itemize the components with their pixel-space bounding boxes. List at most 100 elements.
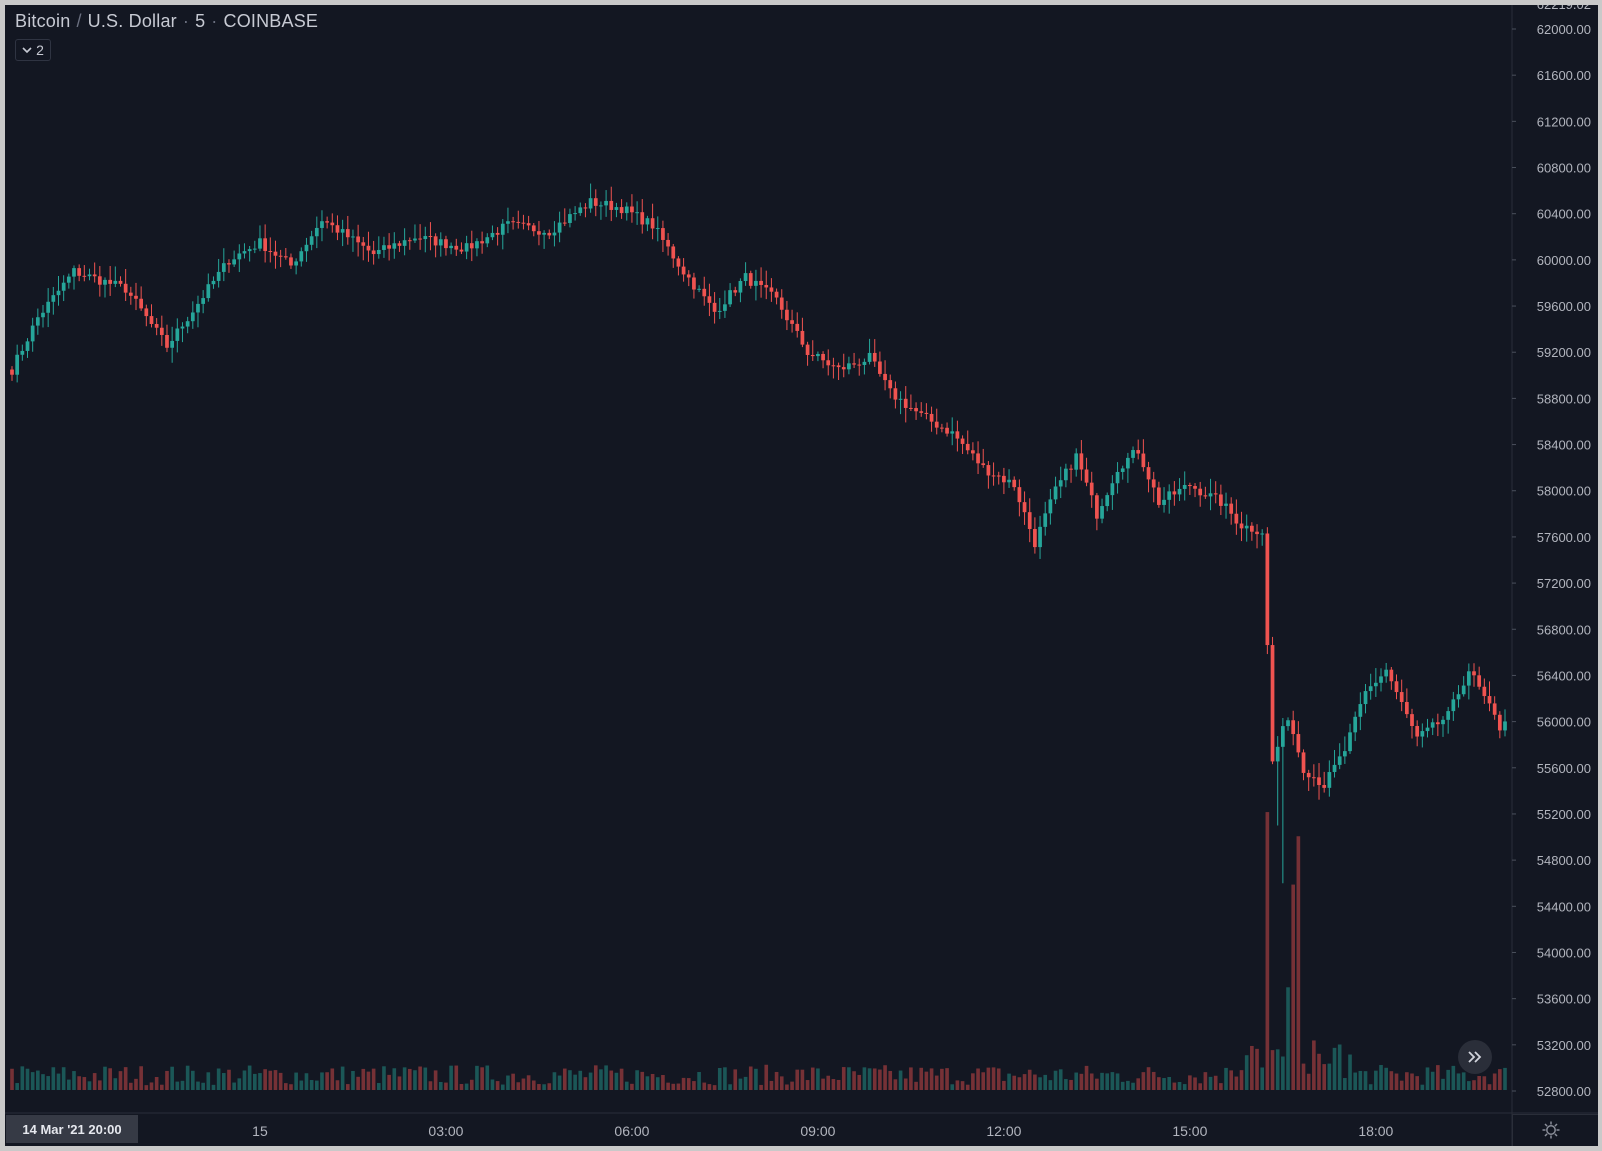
volume-bar (1430, 1071, 1435, 1090)
candle-body (1435, 722, 1440, 725)
candle-body (1017, 487, 1022, 503)
interval-label[interactable]: 5 (195, 11, 206, 31)
volume-bar (903, 1078, 908, 1090)
candle-body (283, 256, 288, 258)
candle-body (397, 243, 402, 246)
volume-bar (1229, 1070, 1234, 1090)
volume-bar (77, 1076, 81, 1090)
candle-body (438, 239, 443, 246)
candle-body (87, 274, 92, 277)
volume-bar (175, 1081, 180, 1090)
x-tick-label: 18:00 (1358, 1123, 1393, 1139)
candle-body (748, 273, 753, 286)
volume-bar (681, 1077, 686, 1090)
candle-body (480, 241, 484, 244)
quote-currency: U.S. Dollar (87, 11, 177, 31)
candle-body (976, 453, 980, 464)
volume-bar (1503, 1067, 1507, 1090)
volume-bar (723, 1067, 727, 1090)
volume-bar (149, 1082, 154, 1090)
volume-bar (1441, 1078, 1445, 1090)
candle-body (1219, 494, 1223, 506)
candle-body (299, 251, 304, 262)
candle-body (25, 341, 30, 351)
candle-body (650, 218, 655, 229)
candle-body (361, 242, 366, 246)
volume-bar (1306, 1073, 1311, 1090)
volume-bar (940, 1068, 944, 1090)
volume-bar (201, 1082, 205, 1090)
candle-body (640, 212, 645, 225)
candle-body (707, 296, 712, 303)
candle-body (1157, 487, 1161, 505)
volume-bar (640, 1071, 645, 1090)
volume-bar (950, 1084, 955, 1090)
volume-bar (253, 1073, 257, 1090)
y-tick-label: 52800.00 (1537, 1084, 1591, 1099)
volume-bar (247, 1065, 252, 1090)
y-tick-label: 59600.00 (1537, 299, 1591, 314)
volume-bar (351, 1070, 355, 1090)
candle-body (1079, 453, 1084, 470)
volume-bar (604, 1065, 608, 1090)
candle-body (1270, 645, 1275, 762)
volume-bar (340, 1066, 345, 1090)
volume-bar (1239, 1070, 1244, 1090)
candle-body (1389, 669, 1394, 682)
candle-body (712, 302, 717, 312)
candle-body (92, 274, 97, 277)
indicators-toggle-button[interactable]: 2 (15, 39, 51, 61)
volume-bar (630, 1083, 634, 1090)
candle-body (511, 221, 515, 223)
y-top-label: 62219.02 (1537, 0, 1591, 12)
volume-bar (1477, 1075, 1481, 1090)
candle-body (836, 365, 841, 368)
candle-body (1291, 720, 1296, 735)
volume-bar (1115, 1073, 1120, 1090)
volume-bar (1327, 1063, 1332, 1090)
candle-body (619, 207, 624, 214)
candle-body (268, 251, 273, 253)
volume-bar (738, 1078, 743, 1090)
candle-body (46, 301, 51, 313)
volume-bar (335, 1080, 340, 1090)
candle-body (185, 321, 190, 327)
candle-body (1022, 502, 1027, 513)
candle-body (1224, 503, 1228, 506)
volume-bar (1064, 1079, 1068, 1090)
symbol-name[interactable]: Bitcoin (15, 11, 71, 31)
volume-bar (686, 1078, 691, 1090)
candle-body (960, 438, 965, 444)
candle-body (893, 388, 898, 400)
gear-icon[interactable] (1541, 1120, 1561, 1140)
volume-bar (841, 1067, 846, 1090)
candle-body (1208, 493, 1213, 497)
scroll-to-realtime-button[interactable] (1458, 1040, 1492, 1074)
volume-bar (361, 1068, 366, 1090)
candle-body (1162, 499, 1166, 505)
volume-bar (1348, 1054, 1352, 1090)
candle-body (289, 257, 293, 266)
volume-bar (237, 1078, 242, 1090)
candle-body (35, 317, 40, 326)
candle-body (66, 276, 71, 283)
candle-body (351, 236, 355, 238)
candle-body (97, 276, 102, 285)
candle-body (1058, 480, 1063, 487)
candle-body (661, 228, 665, 240)
candle-body (630, 206, 634, 213)
candle-body (407, 240, 412, 242)
candle-body (655, 228, 660, 230)
volume-bar (222, 1073, 226, 1090)
candle-body (666, 239, 670, 247)
volume-bar (113, 1078, 118, 1090)
volume-bar (1260, 1067, 1265, 1090)
candle-body (852, 363, 856, 365)
candle-body (180, 326, 185, 329)
volume-bar (134, 1078, 138, 1090)
volume-bar (1244, 1055, 1249, 1090)
title-separator: / (76, 11, 82, 31)
candle-body (454, 245, 459, 250)
y-tick-label: 58800.00 (1537, 391, 1591, 406)
